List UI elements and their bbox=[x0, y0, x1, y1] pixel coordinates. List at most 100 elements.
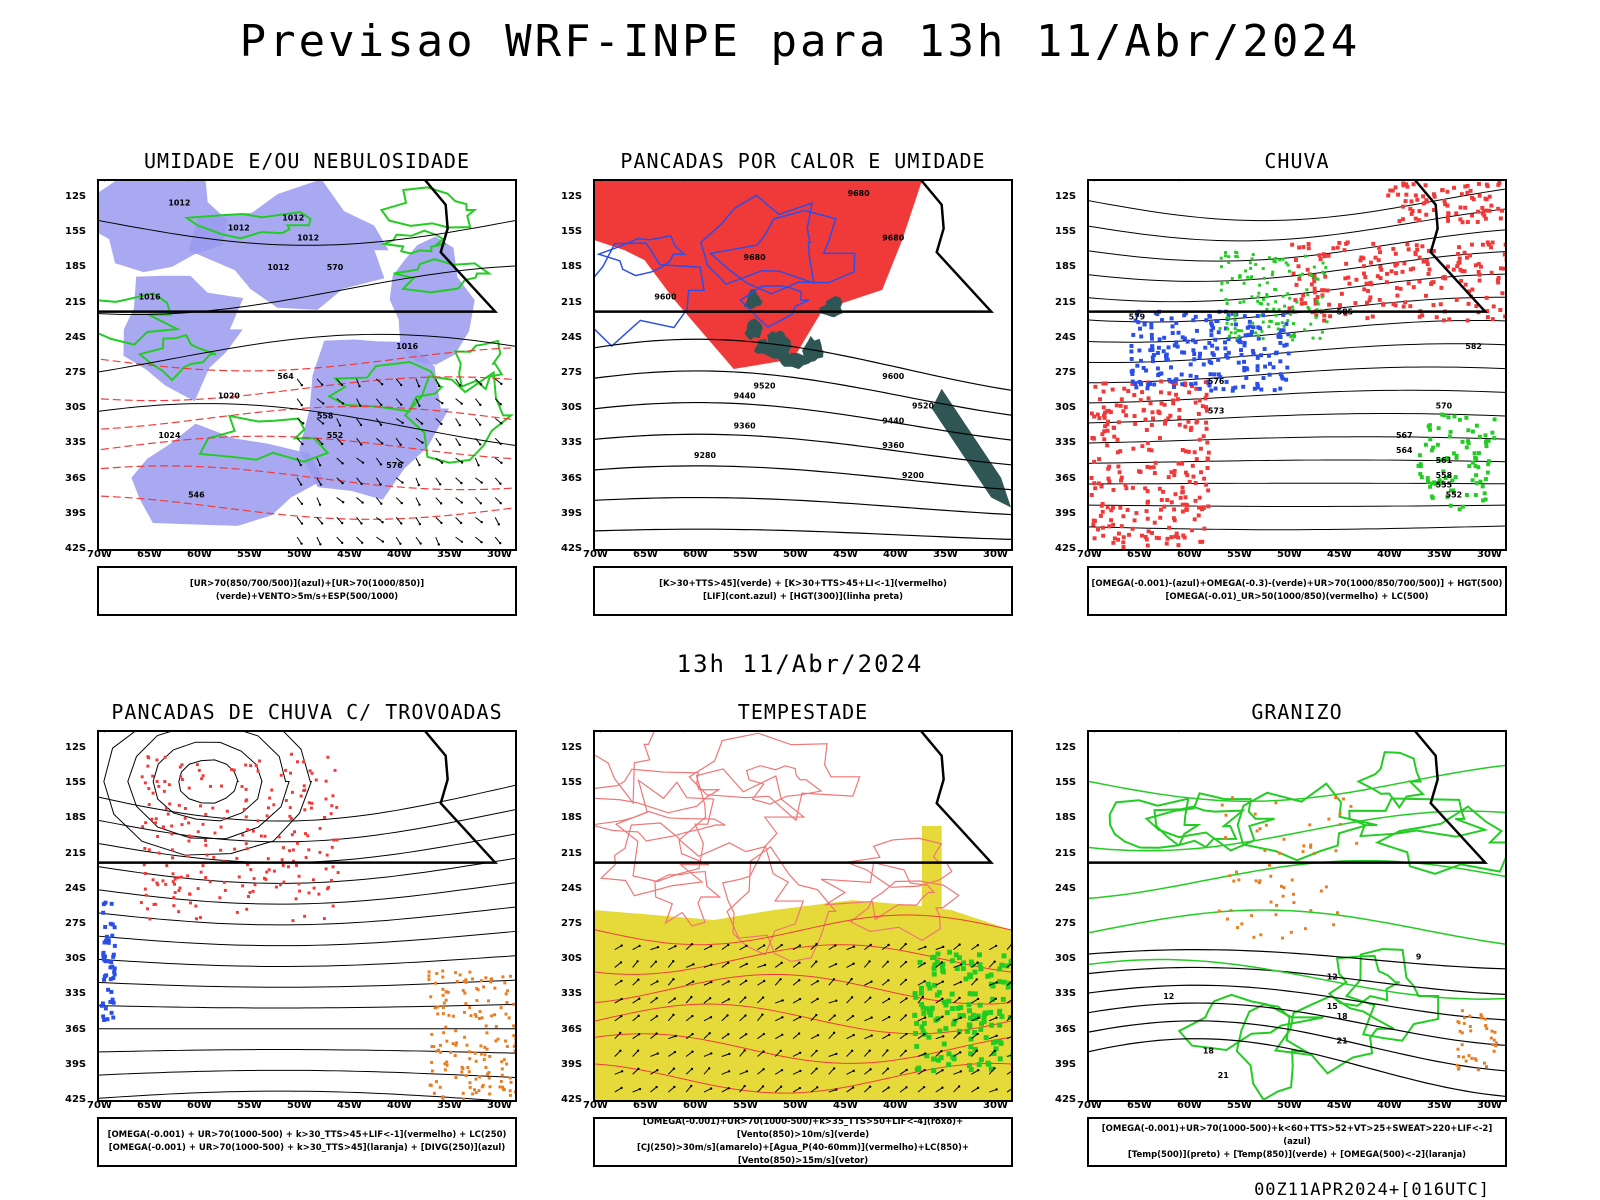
wind-vector-head bbox=[780, 943, 783, 947]
wind-vector-head bbox=[440, 461, 444, 464]
thunderstorm-area-red bbox=[152, 902, 156, 906]
rain-area-red bbox=[1182, 535, 1187, 540]
rain-area-red bbox=[1092, 481, 1097, 486]
temperature-850-contour bbox=[1089, 859, 1505, 900]
rain-area-red bbox=[1409, 211, 1414, 216]
thunderstorm-area-red bbox=[204, 843, 208, 847]
wind-vector bbox=[757, 945, 765, 951]
wind-vector bbox=[864, 1035, 872, 1040]
wind-vector bbox=[632, 1015, 639, 1022]
rain-area-blue bbox=[1180, 350, 1185, 355]
streamline bbox=[99, 1090, 496, 1100]
thunderstorm-area-red bbox=[290, 752, 294, 756]
rain-area-blue bbox=[1255, 385, 1260, 390]
wind-vector bbox=[721, 1070, 730, 1075]
rain-area-red bbox=[1502, 252, 1505, 257]
wind-vector-head bbox=[904, 942, 907, 946]
wind-vector bbox=[475, 378, 482, 385]
wind-vector bbox=[296, 477, 302, 485]
thunderstorm-area-red bbox=[318, 826, 322, 830]
rain-area-blue bbox=[1136, 320, 1141, 325]
rain-area-red bbox=[1476, 269, 1481, 274]
thunderstorm-area-orange bbox=[475, 999, 479, 1003]
rain-area-red bbox=[1181, 533, 1186, 538]
rain-area-green bbox=[1473, 464, 1478, 468]
wind-vector bbox=[375, 457, 382, 465]
rain-area-blue bbox=[1203, 345, 1208, 350]
rain-area-blue bbox=[1252, 386, 1257, 391]
temperature-850-contour bbox=[1177, 993, 1324, 1051]
wind-vector-head bbox=[816, 997, 819, 1001]
rain-area-blue bbox=[1130, 368, 1135, 373]
wind-area-green bbox=[935, 951, 941, 957]
wind-vector-head bbox=[798, 1051, 802, 1054]
rain-area-green bbox=[1423, 442, 1428, 447]
rain-area-red bbox=[1411, 266, 1416, 271]
jet-area-yellow bbox=[921, 825, 942, 911]
wind-area-green bbox=[931, 1068, 937, 1073]
wind-vector bbox=[881, 1087, 889, 1093]
rain-area-red bbox=[1097, 416, 1102, 421]
rain-area-red bbox=[1140, 390, 1145, 395]
wind-vector-head bbox=[976, 943, 980, 947]
rain-area-green bbox=[1225, 301, 1229, 305]
wind-vector-head bbox=[400, 403, 403, 406]
rain-area-green bbox=[1260, 302, 1264, 306]
wind-area-green bbox=[943, 1026, 949, 1032]
rain-area-green bbox=[1293, 335, 1297, 339]
map-overlays bbox=[99, 181, 515, 546]
rain-area-blue bbox=[1249, 332, 1254, 337]
precipitable-water-contour bbox=[722, 844, 805, 956]
wind-vector bbox=[435, 497, 442, 504]
rain-area-green bbox=[1246, 275, 1250, 279]
wind-vector bbox=[792, 979, 800, 986]
longitude-label: 35W bbox=[1427, 549, 1452, 560]
wind-area-green bbox=[979, 1021, 984, 1027]
wind-area-green bbox=[912, 991, 918, 997]
thunderstorm-area-orange bbox=[502, 1058, 506, 1062]
rain-area-red bbox=[1462, 269, 1467, 274]
contour-label: 12 bbox=[1163, 992, 1174, 1001]
wind-vector-head bbox=[302, 422, 305, 425]
legend-line: [Temp(500)](preto) + [Temp(850)](verde) … bbox=[1127, 1149, 1467, 1160]
wind-vector-head bbox=[359, 404, 362, 407]
map-canvas: 1012101210121012101210161016102010245765… bbox=[99, 181, 515, 546]
thunderstorm-area-red bbox=[177, 910, 181, 914]
wind-vector bbox=[296, 536, 302, 544]
omega-area-orange bbox=[1457, 1054, 1461, 1058]
latitude-label: 42S bbox=[1055, 543, 1077, 554]
rain-area-blue bbox=[1207, 340, 1212, 345]
rain-area-green bbox=[1448, 503, 1453, 508]
thunderstorm-area-orange bbox=[512, 1024, 515, 1028]
thunderstorm-area-orange bbox=[504, 1012, 508, 1016]
rain-area-blue bbox=[1238, 340, 1243, 345]
rain-area-red bbox=[1290, 242, 1295, 247]
thunderstorm-area-orange bbox=[441, 1095, 445, 1099]
wind-area-green bbox=[950, 1054, 956, 1060]
wind-vector-head bbox=[672, 1067, 676, 1070]
rain-area-red bbox=[1369, 260, 1373, 265]
height-contour bbox=[1089, 436, 1505, 444]
rain-area-red bbox=[1335, 245, 1340, 250]
rain-area-red bbox=[1497, 181, 1502, 185]
rain-area-red bbox=[1423, 293, 1428, 298]
rain-area-red bbox=[1203, 396, 1208, 401]
omega-area-orange bbox=[1252, 935, 1256, 939]
rain-area-red bbox=[1102, 415, 1107, 420]
thunderstorm-area-orange bbox=[430, 1060, 434, 1064]
rain-area-red bbox=[1168, 413, 1173, 418]
longitude-label: 55W bbox=[237, 1100, 262, 1111]
wind-vector-head bbox=[437, 384, 441, 388]
wind-vector bbox=[971, 979, 978, 986]
wind-vector bbox=[494, 378, 502, 385]
wind-area-green bbox=[1001, 979, 1007, 985]
rain-area-green bbox=[1417, 453, 1422, 458]
thunderstorm-area-orange bbox=[430, 1045, 434, 1049]
rain-area-green bbox=[1470, 478, 1475, 483]
wind-vector-head bbox=[815, 960, 818, 963]
thunderstorm-area-red bbox=[171, 880, 175, 884]
thunderstorm-area-red bbox=[279, 773, 283, 777]
latitude-label: 33S bbox=[561, 437, 583, 449]
rain-area-blue bbox=[1148, 348, 1153, 353]
rain-area-red bbox=[1130, 526, 1135, 531]
